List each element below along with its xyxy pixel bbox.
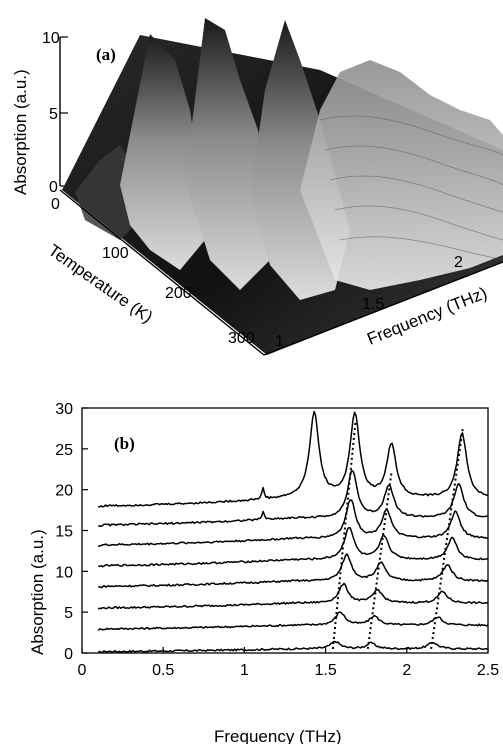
panel-b-line-chart: 0 5 10 15 20 25 30 0 0.5 1 1.5 2 2.5 Absorption (a.… [0, 385, 503, 744]
surface-ridge [120, 34, 205, 270]
x-tick-label: 1 [240, 662, 249, 679]
temperature-tick-label: 300 [228, 330, 255, 347]
z-tick-label: 10 [42, 30, 60, 47]
x-axis-title: Frequency (THz) [214, 727, 342, 744]
peak-shift-guide-line [430, 428, 464, 650]
x-tick-label: 1.5 [314, 662, 336, 679]
z-tick-label: 5 [49, 106, 58, 123]
y-tick-label: 10 [55, 564, 73, 581]
absorption-surface [62, 18, 503, 355]
x-tick-label: 2 [402, 662, 411, 679]
spectrum-line [97, 499, 489, 548]
spectra-group [97, 410, 489, 654]
peak-shift-guide-line [331, 420, 357, 650]
y-tick-label: 20 [55, 483, 73, 500]
y-axis-title: Absorption (a.u.) [28, 529, 47, 655]
y-tick-label: 30 [55, 401, 73, 418]
surface-texture [319, 115, 503, 261]
spectrum-line [98, 553, 489, 589]
x-axis-ticks: 0 0.5 1 1.5 2 2.5 [78, 647, 499, 679]
temperature-tick-label: 0 [51, 196, 60, 213]
spectrum-line [98, 469, 489, 528]
surface-plot-canvas: 10 5 0 Absorption (a.u.) 0 100 200 300 T [11, 18, 503, 356]
y-tick-label: 5 [64, 605, 73, 622]
x-tick-label: 0 [78, 662, 87, 679]
z-tick-label: 0 [49, 179, 58, 196]
spectrum-line [98, 640, 489, 654]
y-tick-label: 15 [55, 524, 73, 541]
spectrum-line [98, 410, 489, 508]
spectrum-line [97, 611, 489, 632]
temperature-axis-line [59, 189, 265, 356]
panel-a-surface-plot: 10 5 0 Absorption (a.u.) 0 100 200 300 T [11, 18, 503, 356]
temperature-tick-label: 200 [165, 285, 192, 302]
peak-guide-lines [331, 420, 464, 650]
x-tick-label: 2.5 [477, 662, 499, 679]
frequency-tick-label: 1.5 [362, 296, 384, 313]
panel-b-label: (b) [114, 434, 135, 453]
temperature-tick-label: 100 [102, 245, 129, 262]
y-axis-ticks: 0 5 10 15 20 25 30 [55, 401, 88, 663]
frequency-axis-line [263, 261, 503, 356]
surface-ridge [185, 18, 270, 290]
y-tick-label: 25 [55, 442, 73, 459]
spectrum-line [97, 582, 489, 610]
x-tick-label: 0.5 [152, 662, 174, 679]
panel-a-label: (a) [96, 45, 116, 64]
y-tick-label: 0 [64, 646, 73, 663]
line-chart-canvas: 0 5 10 15 20 25 30 0 0.5 1 1.5 2 2.5 Absorption (a.… [28, 401, 499, 744]
spectrum-line [98, 526, 489, 568]
peak-shift-guide-line [366, 473, 393, 650]
plot-frame [81, 407, 489, 654]
surface-ridge [300, 60, 503, 290]
frequency-tick-label: 1 [275, 333, 284, 350]
z-axis-title: Absorption (a.u.) [11, 69, 30, 195]
frequency-tick-label: 2 [454, 254, 463, 271]
